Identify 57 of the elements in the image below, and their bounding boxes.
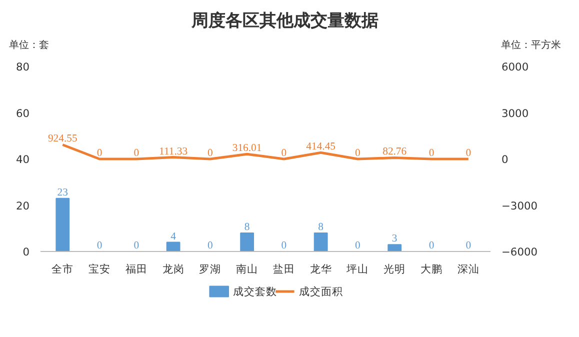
bar	[240, 232, 254, 252]
data-label: 23	[57, 187, 68, 198]
data-label: 414.45	[306, 142, 336, 153]
data-label: 0	[96, 148, 102, 159]
data-label: 82.76	[382, 146, 408, 158]
data-label: 316.01	[232, 143, 262, 154]
x-tick-label: 光明	[384, 262, 406, 276]
data-label: 0	[355, 240, 360, 252]
bar	[166, 242, 180, 252]
data-label: 0	[208, 240, 213, 252]
data-label: 111.33	[159, 146, 188, 158]
data-label: 0	[281, 148, 287, 159]
text: 单位：平方米	[501, 39, 561, 54]
data-label: 0	[134, 148, 140, 159]
bar	[314, 232, 328, 252]
data-label: 924.55	[48, 134, 78, 145]
y2-tick-label: 0	[502, 153, 508, 166]
data-label: 0	[428, 240, 434, 252]
bar	[56, 198, 70, 252]
x-tick-label: 龙华	[310, 262, 332, 276]
data-label: 0	[208, 148, 213, 159]
y2-tick-label: 3000	[502, 106, 529, 120]
y2-tick-label: −6000	[502, 246, 538, 258]
x-tick-label: 坪山	[346, 262, 369, 276]
x-tick-label: 全市	[52, 262, 74, 276]
y-tick-label: 20	[16, 199, 30, 212]
data-label: 0	[466, 240, 472, 252]
x-tick-label: 罗湖	[199, 262, 222, 276]
x-tick-label: 龙岗	[162, 262, 184, 276]
x-tick-label: 南山	[236, 262, 258, 276]
y-tick-label: 80	[16, 60, 30, 74]
chart-title: 周度各区其他成交量数据	[190, 10, 380, 33]
data-label: 8	[244, 222, 250, 233]
y2-tick-label: 6000	[502, 60, 529, 74]
data-label: 3	[392, 234, 398, 245]
line-series	[61, 143, 470, 160]
data-label: 0	[466, 148, 472, 159]
data-label: 0	[428, 148, 434, 159]
x-tick-label: 深汕	[457, 262, 480, 276]
data-label: 4	[170, 231, 177, 242]
y-tick-label: 40	[16, 153, 30, 166]
text: 单位：套	[9, 39, 49, 54]
x-tick-label: 大鹏	[420, 262, 442, 276]
y-tick-label: 60	[16, 106, 30, 120]
x-tick-label: 盐田	[272, 262, 295, 276]
legend-label: 成交套数	[233, 285, 278, 298]
data-label: 0	[355, 148, 360, 159]
data-label: 0	[281, 240, 287, 252]
data-label: 8	[318, 222, 324, 233]
x-tick-label: 宝安	[88, 262, 111, 276]
x-tick-label: 福田	[125, 262, 148, 276]
data-label: 0	[134, 240, 140, 252]
legend-label: 成交面积	[299, 285, 343, 298]
y2-tick-label: −3000	[502, 199, 538, 212]
data-label: 0	[96, 240, 102, 252]
bar	[388, 244, 402, 252]
y-tick-label: 0	[22, 246, 30, 258]
